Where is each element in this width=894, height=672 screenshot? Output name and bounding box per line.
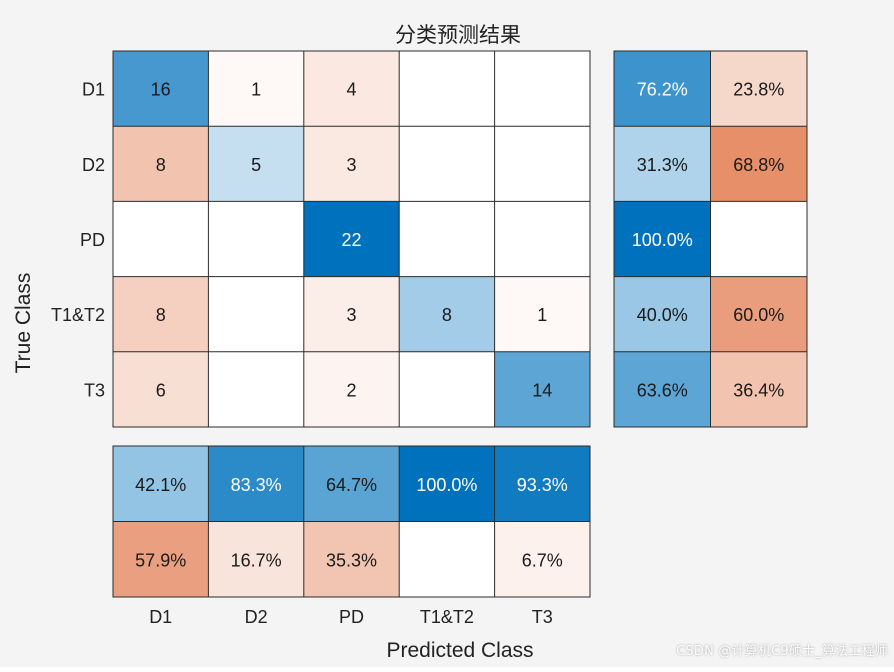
- col-summary-incorrect-3-label: 35.3%: [326, 550, 377, 570]
- col-summary-correct-2-label: 83.3%: [231, 475, 282, 495]
- chart-title: 分类预测结果: [395, 23, 521, 47]
- row-summary-matrix: 76.2% 23.8% 31.3% 68.8% 100.0% 40.0% 60.0% 63.6…: [613, 50, 808, 428]
- matrix-cell-r2-c3: [303, 126, 400, 202]
- matrix-cell-r4-c4-label: 8: [442, 305, 452, 325]
- matrix-cell-r4-c5-label: 1: [537, 305, 547, 325]
- col-summary-correct-5: [494, 446, 590, 522]
- col-summary-correct-2: [208, 446, 304, 522]
- row-summary-incorrect-3: [710, 201, 807, 277]
- matrix-cell-r3-c2: [208, 201, 304, 277]
- matrix-cell-r4-c5: [494, 276, 590, 352]
- matrix-cell-r1-c1-label: 16: [151, 80, 171, 100]
- matrix-cell-r2-c1-label: 8: [156, 155, 166, 175]
- row-summary-correct-2: [614, 126, 711, 202]
- matrix-cell-r5-c5-label: 14: [532, 380, 552, 400]
- row-summary-incorrect-1: [710, 51, 807, 127]
- y-axis-label: True Class: [12, 273, 35, 374]
- matrix-cell-r2-c5: [494, 126, 590, 202]
- row-summary-correct-3: [614, 201, 711, 277]
- matrix-cell-r3-c3: [303, 201, 400, 277]
- column-summary-matrix: 42.1% 57.9% 83.3% 16.7% 64.7% 35.3% 100.0% 93.3…: [112, 445, 591, 598]
- col-summary-correct-5-label: 93.3%: [517, 475, 568, 495]
- col-summary-incorrect-5: [494, 521, 590, 597]
- x-tick-label: T3: [532, 607, 553, 627]
- row-summary-correct-4: [614, 276, 711, 352]
- x-tick-labels: D1 D2 PD T1&T2 T3: [149, 607, 553, 627]
- row-summary-correct-4-label: 40.0%: [637, 305, 688, 325]
- col-summary-incorrect-2: [208, 521, 304, 597]
- matrix-cell-r5-c5: [494, 351, 590, 427]
- row-summary-incorrect-4-label: 60.0%: [733, 305, 784, 325]
- row-summary-incorrect-2: [710, 126, 807, 202]
- row-summary-correct-5-label: 63.6%: [637, 380, 688, 400]
- matrix-cell-r5-c1-label: 6: [156, 380, 166, 400]
- x-tick-label: D1: [149, 607, 172, 627]
- x-tick-label: T1&T2: [420, 607, 474, 627]
- col-summary-incorrect-3: [303, 521, 400, 597]
- x-tick-label: D2: [245, 607, 268, 627]
- y-tick-label: T3: [84, 380, 105, 400]
- col-summary-correct-4: [399, 446, 495, 522]
- matrix-cell-r5-c3: [303, 351, 400, 427]
- row-summary-incorrect-4: [710, 276, 807, 352]
- col-summary-correct-3-label: 64.7%: [326, 475, 377, 495]
- col-summary-correct-3: [303, 446, 400, 522]
- matrix-cell-r4-c3-label: 3: [346, 305, 356, 325]
- col-summary-incorrect-4: [399, 521, 495, 597]
- col-summary-correct-1: [113, 446, 209, 522]
- matrix-cell-r4-c1: [113, 276, 209, 352]
- x-axis-label: Predicted Class: [386, 639, 533, 662]
- matrix-cell-r1-c2-label: 1: [251, 80, 261, 100]
- matrix-cell-r2-c4: [399, 126, 495, 202]
- y-tick-label: T1&T2: [51, 305, 105, 325]
- matrix-cell-r2-c2-label: 5: [251, 155, 261, 175]
- matrix-cell-r3-c1: [113, 201, 209, 277]
- y-tick-labels: D1 D2 PD T1&T2 T3: [51, 80, 105, 401]
- matrix-cell-r4-c3: [303, 276, 400, 352]
- row-summary-correct-1-label: 76.2%: [637, 80, 688, 100]
- row-summary-incorrect-1-label: 23.8%: [733, 80, 784, 100]
- matrix-cell-r3-c3-label: 22: [341, 230, 361, 250]
- col-summary-incorrect-2-label: 16.7%: [231, 550, 282, 570]
- y-tick-label: D1: [82, 80, 105, 100]
- matrix-cell-r2-c3-label: 3: [346, 155, 356, 175]
- matrix-cell-r5-c4: [399, 351, 495, 427]
- matrix-cell-r5-c2: [208, 351, 304, 427]
- row-summary-correct-2-label: 31.3%: [637, 155, 688, 175]
- col-summary-correct-1-label: 42.1%: [135, 475, 186, 495]
- matrix-cell-r4-c4: [399, 276, 495, 352]
- matrix-cell-r1-c4: [399, 51, 495, 127]
- watermark-text: CSDN @计算机C9硕士_算法工程师: [676, 644, 888, 659]
- matrix-cell-r3-c5: [494, 201, 590, 277]
- matrix-border: [112, 50, 591, 428]
- row-summary-correct-1: [614, 51, 711, 127]
- matrix-cell-r1-c2: [208, 51, 304, 127]
- matrix-cell-r2-c2: [208, 126, 304, 202]
- row-summary-correct-5: [614, 351, 711, 427]
- matrix-cell-r4-c1-label: 8: [156, 305, 166, 325]
- matrix-cell-r1-c3-label: 4: [346, 80, 356, 100]
- row-summary-correct-3-label: 100.0%: [632, 230, 693, 250]
- row-summary-incorrect-5: [710, 351, 807, 427]
- row-summary-incorrect-5-label: 36.4%: [733, 380, 784, 400]
- matrix-cell-r1-c5: [494, 51, 590, 127]
- row-summary-incorrect-2-label: 68.8%: [733, 155, 784, 175]
- col-summary-incorrect-1-label: 57.9%: [135, 550, 186, 570]
- matrix-cell-r5-c1: [113, 351, 209, 427]
- matrix-cell-r1-c1: [113, 51, 209, 127]
- y-tick-label: PD: [80, 230, 105, 250]
- col-summary-incorrect-1: [113, 521, 209, 597]
- matrix-cell-r5-c3-label: 2: [346, 380, 356, 400]
- matrix-cell-r1-c3: [303, 51, 400, 127]
- matrix-cell-r2-c1: [113, 126, 209, 202]
- x-tick-label: PD: [339, 607, 364, 627]
- y-tick-label: D2: [82, 155, 105, 175]
- col-summary-correct-4-label: 100.0%: [416, 475, 477, 495]
- matrix-cell-r3-c4: [399, 201, 495, 277]
- matrix-cell-r4-c2: [208, 276, 304, 352]
- col-summary-incorrect-5-label: 6.7%: [522, 550, 563, 570]
